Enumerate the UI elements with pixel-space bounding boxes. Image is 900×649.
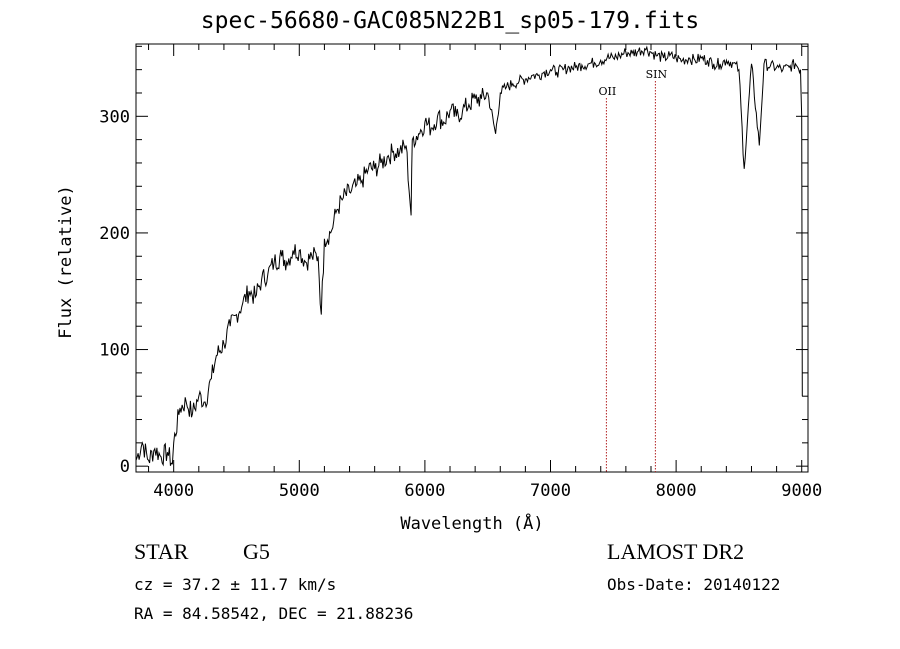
y-tick-label: 100 bbox=[99, 341, 130, 361]
line-marker-label: SIN bbox=[646, 68, 668, 81]
coordinates-text: RA = 84.58542, DEC = 21.88236 bbox=[134, 604, 414, 623]
redshift-text: cz = 37.2 ± 11.7 km/s bbox=[134, 575, 337, 594]
x-tick-label: 5000 bbox=[279, 481, 320, 501]
obs-date-text: Obs-Date: 20140122 bbox=[607, 575, 781, 594]
survey-name: LAMOST DR2 bbox=[607, 539, 745, 564]
x-tick-label: 8000 bbox=[656, 481, 697, 501]
x-tick-label: 4000 bbox=[153, 481, 194, 501]
axis-ticks: 4000 5000 6000 7000 8000 9000 0 100 200 300 bbox=[99, 44, 822, 501]
object-subclass: G5 bbox=[243, 539, 270, 564]
x-tick-label: 6000 bbox=[404, 481, 445, 501]
y-tick-label: 0 bbox=[120, 457, 130, 477]
line-marker-label: OII bbox=[599, 85, 617, 98]
object-class: STAR bbox=[134, 539, 189, 564]
y-axis-label: Flux (relative) bbox=[56, 185, 76, 339]
spectrum-line bbox=[135, 45, 803, 467]
y-tick-label: 300 bbox=[99, 107, 130, 127]
plot-border bbox=[135, 43, 809, 473]
spectrum-series bbox=[135, 45, 803, 467]
x-axis-label: Wavelength (Å) bbox=[400, 512, 543, 534]
x-tick-label: 9000 bbox=[781, 481, 822, 501]
plot-frame bbox=[135, 43, 809, 473]
chart-title: spec-56680-GAC085N22B1_sp05-179.fits bbox=[200, 8, 700, 34]
x-tick-label: 7000 bbox=[530, 481, 571, 501]
spectral-line-markers: OII SIN bbox=[599, 68, 668, 472]
y-tick-label: 200 bbox=[99, 224, 130, 244]
